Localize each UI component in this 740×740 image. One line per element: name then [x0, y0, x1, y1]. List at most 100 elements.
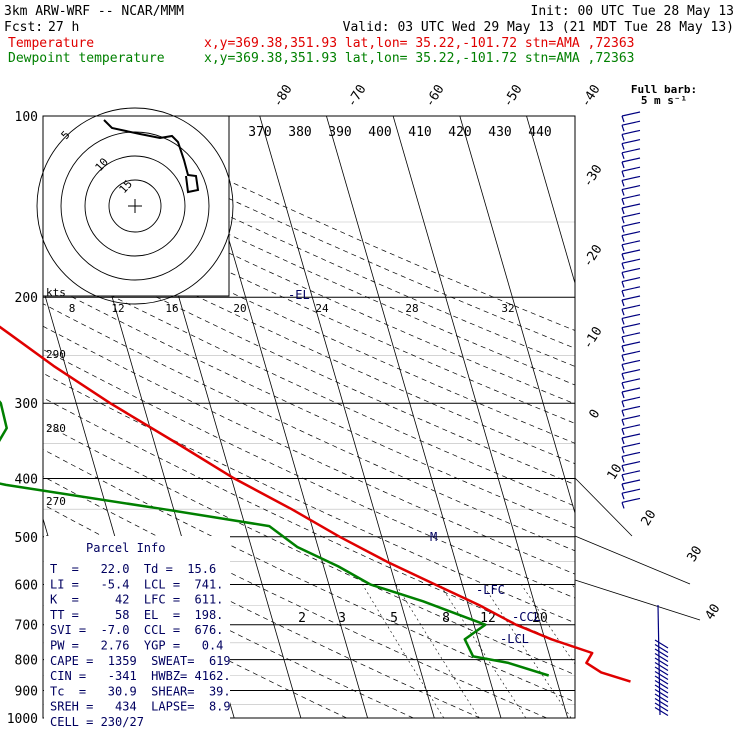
temp-label-20: 20	[639, 508, 660, 529]
wind-barb-flag-11	[621, 217, 625, 224]
wind-barb-low-14	[654, 702, 669, 712]
wind-barb-19	[621, 286, 641, 292]
dewpoint-legend-name: Dewpoint temperature	[8, 51, 165, 66]
wind-barb-low-11	[654, 688, 669, 699]
parcel-info-row: SVI = -7.0 CCL = 676.	[50, 623, 223, 637]
speed-label-32: 32	[501, 302, 514, 315]
wind-barbs	[621, 111, 669, 717]
pressure-label-300: 300	[15, 397, 38, 412]
temp-label--70: -70	[344, 82, 369, 110]
theta-label-370: 370	[248, 125, 271, 140]
init-time: Init: 00 UTC Tue 28 May 13	[531, 4, 735, 19]
wind-barb-flag-36	[621, 447, 625, 454]
wind-barb-24	[621, 332, 641, 338]
isotherm-ext-1	[574, 535, 691, 585]
wind-barb-low-8	[654, 675, 669, 685]
temperature-legend-loc: x,y=369.38,351.93 lat,lon= 35.22,-101.72…	[204, 36, 634, 51]
fcst-value: 27 h	[48, 20, 79, 35]
wind-barb-low-15	[654, 706, 669, 717]
fcst-label: Fcst:	[4, 20, 43, 35]
hodo-ring-1	[84, 155, 186, 257]
lcl-marker: -LCL	[500, 632, 529, 646]
kts-label: kts	[46, 286, 66, 299]
isotherm-10	[392, 116, 569, 718]
hodo-ring-3	[36, 107, 234, 305]
isotherm-40	[593, 116, 740, 718]
parcel-info-row: CELL = 230/27	[50, 715, 144, 729]
wind-barb-8	[621, 185, 641, 191]
wind-barb-37	[621, 451, 641, 457]
wind-barb-6	[621, 166, 641, 172]
mixing-ratio-3	[395, 584, 480, 718]
wind-barb-22	[621, 313, 641, 319]
wind-barb-flag-20	[621, 299, 625, 307]
wind-barb-7	[621, 175, 641, 181]
mixing-ratio-8	[482, 584, 572, 718]
pressure-label-500: 500	[15, 531, 38, 546]
pressure-label-400: 400	[15, 472, 38, 487]
wind-barb-flag-31	[621, 401, 625, 408]
parcel-info-title: Parcel Info	[86, 541, 165, 555]
wind-barb-flag-7	[621, 180, 625, 187]
theta-label-420: 420	[448, 125, 471, 140]
wind-barb-low-9	[654, 679, 669, 690]
wind-barb-flag-34	[621, 428, 625, 435]
temp-label--30: -30	[580, 162, 605, 190]
wind-barb-36	[621, 442, 641, 448]
wind-barb-flag-17	[621, 272, 625, 279]
temp-label-30: 30	[685, 544, 706, 565]
wind-barb-21	[621, 304, 641, 310]
pressure-label-200: 200	[15, 291, 38, 306]
wind-barb-11	[621, 212, 641, 218]
wind-barb-flag-18	[621, 281, 625, 288]
el-marker: -EL	[288, 288, 310, 302]
speed-label-16: 16	[165, 302, 178, 315]
dry-adiabat-440	[43, 125, 575, 367]
temp-label--60: -60	[422, 82, 447, 110]
pressure-label-600: 600	[15, 578, 38, 593]
wind-barb-13	[621, 231, 641, 237]
adiabat-label-270: 270	[46, 495, 66, 508]
m-marker: M	[430, 530, 437, 544]
wind-barb-41	[621, 488, 641, 494]
pressure-label-100: 100	[15, 110, 38, 125]
temp-label-0: 0	[587, 407, 604, 422]
hodo-trace	[103, 119, 200, 194]
dewpoint-profile	[0, 400, 550, 677]
wind-barb-15	[621, 249, 641, 255]
wind-barb-flag-16	[621, 263, 625, 270]
parcel-info-row: Tc = 30.9 SHEAR= 39.	[50, 684, 231, 698]
mixing-ratio-label-3: 3	[338, 611, 346, 626]
wind-barb-26	[621, 350, 641, 356]
theta-label-440: 440	[528, 125, 551, 140]
theta-label-430: 430	[488, 125, 511, 140]
hodo-ring-0	[108, 179, 162, 233]
wind-barb-3	[621, 139, 641, 145]
wind-barb-flag-25	[621, 345, 625, 353]
wind-barb-flag-23	[621, 327, 625, 334]
wind-barb-31	[621, 396, 641, 402]
speed-label-24: 24	[315, 302, 329, 315]
isotherm-20	[459, 116, 575, 515]
wind-barb-14	[621, 240, 641, 246]
mixing-ratio-label-2: 2	[298, 611, 306, 626]
parcel-info-row: CAPE = 1359 SWEAT= 619	[50, 654, 231, 668]
parcel-info-row: T = 22.0 Td = 15.6	[50, 562, 216, 576]
temp-label-10: 10	[605, 462, 626, 483]
pressure-label-900: 900	[15, 684, 38, 699]
ccl-marker: -CCL	[512, 610, 541, 624]
wind-barb-0	[621, 111, 641, 117]
wind-barb-20	[621, 295, 641, 301]
isotherm-ext-0	[574, 477, 633, 537]
wind-barb-39	[621, 470, 641, 476]
dry-adiabat-340	[43, 325, 575, 575]
wind-barb-flag-13	[621, 235, 625, 242]
wind-barb-17	[621, 267, 641, 273]
wind-barb-flag-26	[621, 355, 625, 362]
isotherm-50	[660, 116, 740, 718]
parcel-info-row: K = 42 LFC = 611.	[50, 593, 223, 607]
wind-barb-5	[621, 157, 641, 163]
adiabat-label-280: 280	[46, 422, 66, 435]
parcel-info-row: LI = -5.4 LCL = 741.	[50, 577, 223, 591]
wind-barb-flag-29	[621, 382, 625, 389]
